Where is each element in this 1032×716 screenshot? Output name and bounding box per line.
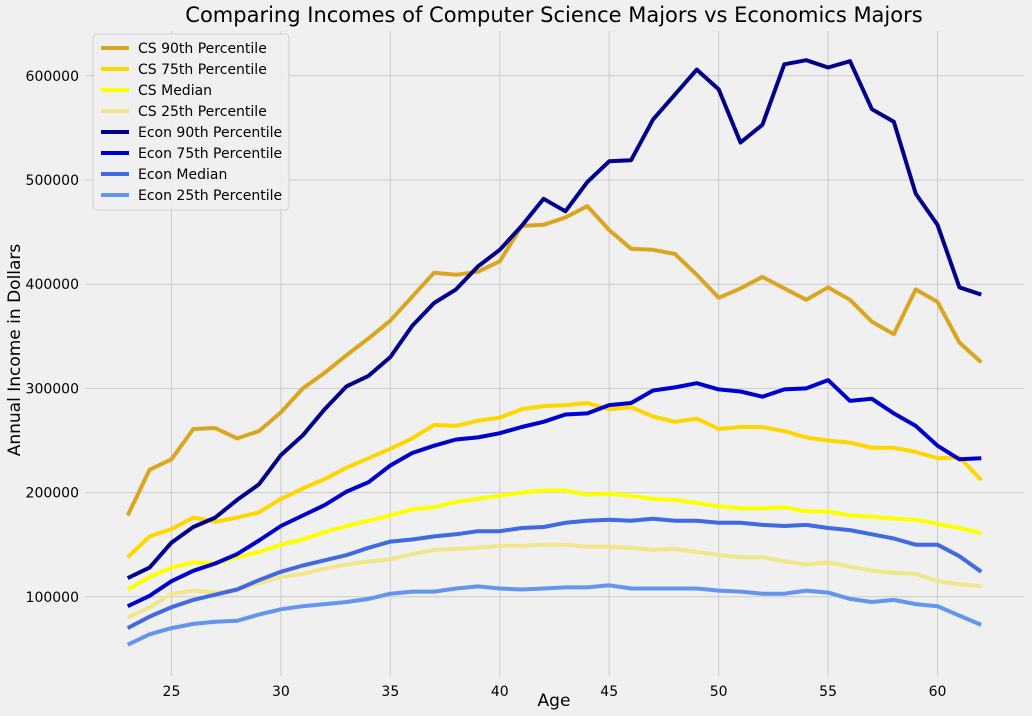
legend-label: Econ 75th Percentile [138,146,282,162]
series-line-3 [126,542,982,620]
y-tick-label: 100000 [26,590,79,606]
y-tick-label: 600000 [26,69,79,85]
x-axis-label: Age [538,691,571,711]
legend-label: Econ Median [138,167,227,183]
legend-label: CS Median [138,83,212,99]
legend-label: CS 25th Percentile [138,104,267,120]
grid-lines [85,31,1024,676]
series-line-2 [126,488,982,592]
legend: CS 90th Percentile CS 75th Percentile CS M… [92,33,290,211]
x-tick-label: 25 [163,684,181,700]
tick-labels: 25 30 35 40 45 50 55 60 100000 200000 300000 400000… [26,69,947,700]
y-tick-label: 200000 [26,486,79,502]
legend-label: Econ 25th Percentile [138,188,282,204]
x-tick-label: 45 [600,684,618,700]
legend-label: CS 90th Percentile [138,41,267,57]
x-tick-label: 50 [710,684,728,700]
series-line-5 [126,378,982,609]
y-tick-label: 500000 [26,173,79,189]
y-axis-label: Annual Income in Dollars [5,244,25,457]
series-line-0 [125,204,983,517]
legend-box [92,33,290,211]
x-tick-label: 40 [491,684,509,700]
legend-label: Econ 90th Percentile [138,125,282,141]
y-tick-label: 300000 [26,381,79,397]
x-tick-label: 55 [819,684,837,700]
legend-label: CS 75th Percentile [138,62,267,78]
series-line-1 [126,401,983,559]
x-tick-label: 35 [381,684,399,700]
series-lines [125,58,983,647]
series-line-7 [126,583,983,647]
series-line-6 [126,516,983,630]
y-tick-label: 400000 [26,277,79,293]
x-tick-label: 30 [272,684,290,700]
x-tick-label: 60 [929,684,947,700]
chart-title: Comparing Incomes of Computer Science Ma… [185,3,922,27]
series-line-4 [126,58,982,580]
